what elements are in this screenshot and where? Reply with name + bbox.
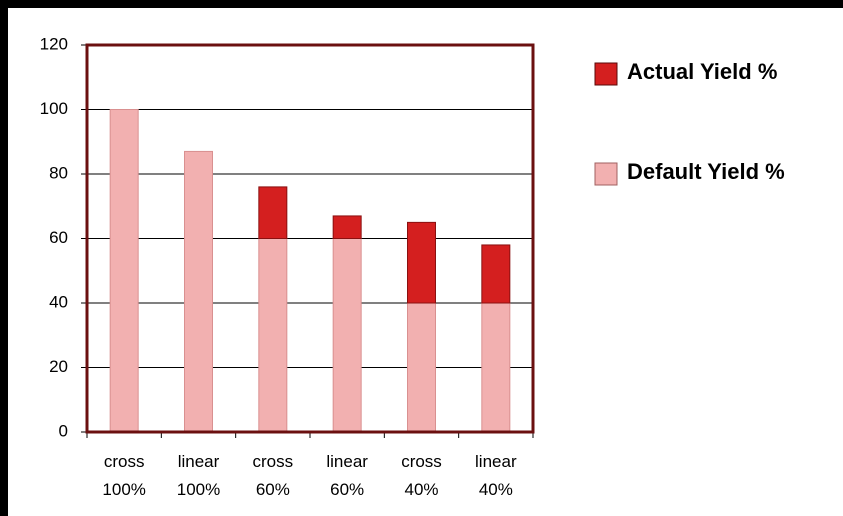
x-tick-label: cross 100%: [102, 452, 146, 499]
bar-segment: [258, 238, 288, 433]
bar-segment: [332, 215, 362, 240]
y-tick-label: 20: [49, 357, 68, 376]
bar-segment: [184, 150, 213, 433]
legend-label: Default Yield %: [627, 159, 785, 184]
legend-swatch: [594, 162, 618, 186]
y-tick-label: 120: [40, 34, 68, 53]
x-tick-label: cross 40%: [401, 452, 442, 499]
bar-segment: [109, 109, 139, 433]
x-tick-label: linear 100%: [176, 452, 221, 499]
y-tick-label: 100: [40, 99, 68, 118]
y-tick-label: 0: [59, 421, 68, 440]
bar-segment: [258, 186, 288, 239]
bar-segment: [481, 302, 511, 433]
x-tick-label: cross 60%: [252, 452, 294, 499]
y-tick-label: 80: [49, 163, 68, 182]
legend-label: Actual Yield %: [627, 59, 777, 84]
bar-segment: [407, 302, 436, 433]
y-tick-label: 60: [49, 228, 68, 247]
x-tick-label: linear 60%: [326, 452, 368, 499]
bar-segment: [332, 238, 362, 433]
bar-segment: [481, 244, 511, 304]
legend-swatch: [594, 62, 618, 86]
y-tick-label: 40: [49, 292, 68, 311]
bar-segment: [407, 221, 436, 304]
plot-border: [85, 43, 535, 434]
x-tick-label: linear 40%: [475, 452, 517, 499]
